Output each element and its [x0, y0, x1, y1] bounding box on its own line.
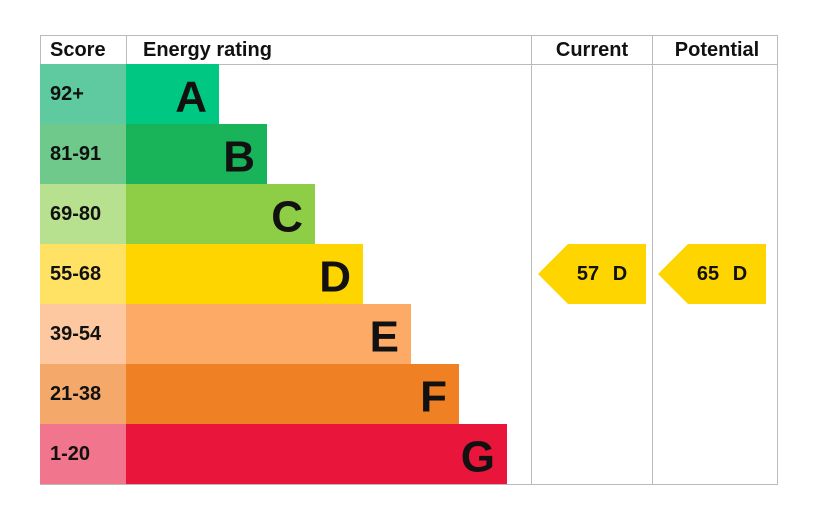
current-rating: D: [613, 263, 627, 285]
rating-letter: G: [461, 433, 495, 482]
score-label: 21-38: [50, 383, 101, 405]
rating-letter: A: [175, 73, 207, 122]
score-cell: [40, 364, 126, 424]
rating-letter: D: [319, 253, 351, 302]
rating-bar: [126, 124, 267, 184]
rating-letter: C: [271, 193, 303, 242]
rating-bar: [126, 304, 411, 364]
header-score: Score: [50, 39, 106, 61]
rating-bar: [126, 424, 507, 484]
score-label: 81-91: [50, 143, 101, 165]
header-current: Current: [556, 39, 629, 61]
score-label: 55-68: [50, 263, 101, 285]
score-label: 1-20: [50, 443, 90, 465]
rating-letter: E: [370, 313, 399, 362]
rating-bar: [126, 364, 459, 424]
score-cell: [40, 424, 126, 484]
potential-value: 65: [697, 263, 719, 285]
rating-bar: [126, 64, 219, 124]
score-cell: [40, 184, 126, 244]
rating-bar: [126, 244, 363, 304]
rating-letter: F: [420, 373, 447, 422]
score-cell: [40, 244, 126, 304]
score-cell: [40, 304, 126, 364]
current-value: 57: [577, 263, 599, 285]
potential-arrow: [658, 244, 766, 304]
score-label: 39-54: [50, 323, 102, 345]
current-arrow: [538, 244, 646, 304]
score-label: 69-80: [50, 203, 101, 225]
score-cell: [40, 64, 126, 124]
header-potential: Potential: [675, 39, 759, 61]
rating-bar: [126, 184, 315, 244]
potential-rating: D: [733, 263, 747, 285]
rating-letter: B: [223, 133, 255, 182]
score-label: 92+: [50, 83, 84, 105]
header-rating: Energy rating: [143, 39, 272, 61]
score-cell: [40, 124, 126, 184]
